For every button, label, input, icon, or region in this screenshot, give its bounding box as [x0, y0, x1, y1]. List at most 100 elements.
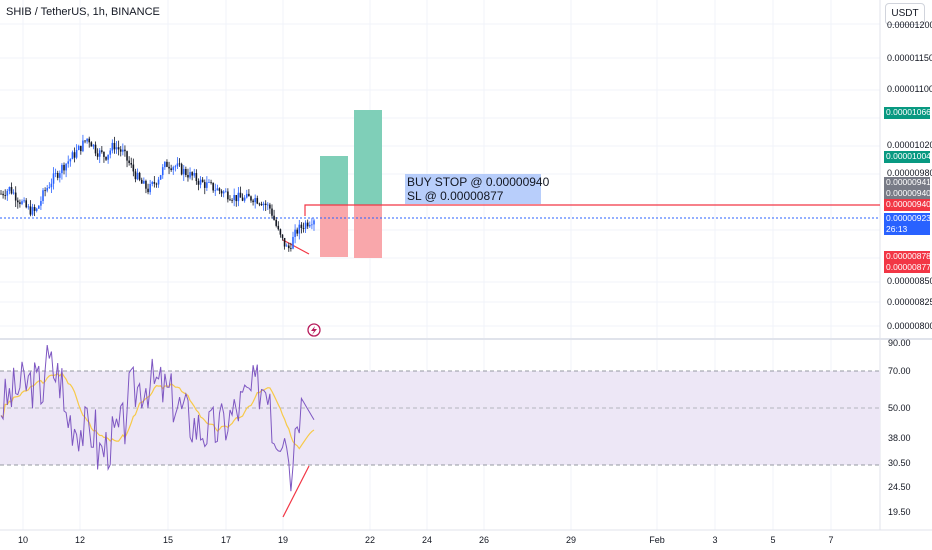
- stop-loss-zone-2: [354, 205, 382, 258]
- candle-body: [302, 228, 305, 229]
- symbol-title[interactable]: SHIB / TetherUS, 1h, BINANCE: [6, 6, 160, 18]
- candle-body: [115, 147, 118, 150]
- candle-body: [313, 220, 315, 225]
- candle-body: [197, 181, 200, 185]
- candle-body: [143, 180, 145, 184]
- candle-body: [80, 145, 82, 152]
- candle-body: [229, 199, 231, 201]
- candle-body: [250, 196, 252, 201]
- candle-body: [138, 172, 141, 180]
- candle-body: [84, 140, 86, 142]
- stop-loss-zone-1: [320, 205, 348, 257]
- time-tick: 22: [364, 535, 376, 545]
- candle-body: [88, 138, 91, 143]
- time-tick: 7: [828, 535, 834, 545]
- stop-loss-2-price-tag: 0.00000877: [884, 262, 931, 273]
- candle-body: [21, 201, 23, 204]
- candle-body: [208, 182, 210, 183]
- time-tick: 15: [162, 535, 174, 545]
- candle-body: [269, 204, 271, 209]
- price-tick: 0.00000980: [887, 168, 932, 178]
- candle-body: [254, 198, 256, 203]
- candle-body: [17, 200, 19, 203]
- candle-body: [0, 193, 2, 195]
- candle-body: [262, 203, 265, 206]
- candle-body: [65, 163, 67, 171]
- candlestick-series: [0, 134, 315, 252]
- buy-stop-price-tag: 0.00000940: [884, 199, 931, 211]
- candle-body: [252, 200, 254, 203]
- candle-body: [25, 200, 28, 208]
- rsi-divergence-line: [282, 465, 310, 518]
- time-tick: 5: [770, 535, 776, 545]
- rsi-band: [0, 371, 880, 465]
- candle-body: [294, 229, 296, 237]
- take-profit-zone-2: [354, 110, 382, 205]
- candle-body: [73, 152, 76, 158]
- candle-body: [119, 149, 122, 152]
- candle-body: [239, 192, 242, 198]
- candle-body: [206, 182, 208, 188]
- candle-body: [279, 229, 282, 235]
- price-tick: 0.00000800: [887, 321, 932, 331]
- candle-body: [214, 190, 217, 192]
- candle-body: [151, 182, 154, 184]
- take-profit-2-price-tag: 0.00001066: [884, 107, 931, 119]
- candle-body: [275, 219, 277, 226]
- candle-body: [180, 164, 183, 175]
- candle-body: [164, 161, 166, 168]
- last-price-tag: 0.00000923: [884, 213, 931, 224]
- candle-body: [287, 245, 290, 249]
- candle-body: [149, 183, 151, 193]
- candle-body: [266, 204, 269, 206]
- candle-body: [235, 195, 238, 202]
- rsi-tick: 24.50: [888, 482, 911, 492]
- rsi-tick: 50.00: [888, 403, 911, 413]
- time-tick: 26: [478, 535, 490, 545]
- candle-body: [155, 183, 158, 185]
- candle-body: [107, 154, 109, 160]
- currency-button[interactable]: USDT: [885, 3, 925, 25]
- candle-body: [178, 163, 181, 165]
- candle-body: [277, 225, 280, 230]
- time-tick: Feb: [649, 535, 665, 545]
- candle-body: [306, 222, 309, 227]
- candle-body: [157, 179, 160, 185]
- candle-body: [117, 147, 120, 150]
- candle-body: [292, 236, 294, 249]
- candle-body: [92, 144, 95, 147]
- time-tick: 29: [565, 535, 577, 545]
- candle-body: [33, 207, 36, 211]
- candle-body: [31, 207, 34, 215]
- candle-body: [168, 166, 170, 169]
- lightning-bolt-icon[interactable]: [307, 323, 321, 337]
- candle-body: [210, 182, 212, 183]
- candle-body: [212, 182, 214, 191]
- candle-body: [241, 197, 244, 201]
- candle-body: [77, 145, 80, 151]
- candle-body: [187, 174, 189, 178]
- candle-body: [304, 222, 307, 229]
- time-tick: 19: [277, 535, 289, 545]
- candle-body: [245, 193, 248, 198]
- candle-body: [98, 150, 101, 157]
- candle-body: [191, 172, 193, 176]
- candle-body: [231, 200, 233, 202]
- candle-body: [161, 167, 164, 176]
- candle-body: [96, 153, 99, 157]
- trade-plan-note[interactable]: BUY STOP @ 0.00000940 SL @ 0.00000877: [405, 174, 549, 204]
- candle-body: [35, 208, 38, 211]
- time-tick: 24: [421, 535, 433, 545]
- candle-body: [300, 224, 303, 229]
- candle-body: [69, 159, 72, 162]
- candle-body: [61, 164, 63, 174]
- candle-body: [44, 190, 46, 192]
- price-divergence-line: [282, 239, 310, 255]
- candle-body: [256, 198, 259, 204]
- candle-body: [271, 208, 273, 216]
- close-price-tag: 0.00000940: [884, 188, 931, 199]
- price-tick: 0.00000850: [887, 276, 932, 286]
- candle-body: [8, 187, 11, 191]
- candle-body: [193, 173, 196, 176]
